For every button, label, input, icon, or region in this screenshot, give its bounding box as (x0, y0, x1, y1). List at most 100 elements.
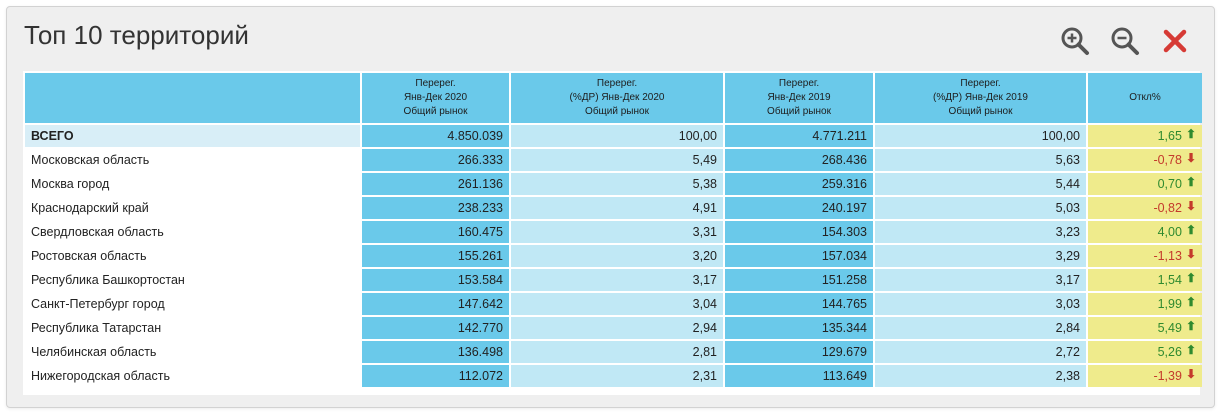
value-2019: 135.344 (725, 317, 873, 339)
table-area: Перерег. Янв-Дек 2020 Общий рынок Перерег.… (23, 71, 1202, 395)
value-2019: 268.436 (725, 149, 873, 171)
close-icon (1163, 29, 1187, 53)
value-2020: 261.136 (362, 173, 509, 195)
arrow-down-icon: ⬇ (1185, 199, 1196, 213)
share-2020: 100,00 (511, 125, 723, 147)
table-row[interactable]: Краснодарский край 238.233 4,91 240.197 5,03… (25, 197, 1202, 219)
value-2020: 136.498 (362, 341, 509, 363)
close-button[interactable] (1159, 25, 1191, 57)
share-2019: 3,03 (875, 293, 1086, 315)
territory-name: Республика Татарстан (25, 317, 360, 339)
table-row[interactable]: Свердловская область 160.475 3,31 154.303 3,… (25, 221, 1202, 243)
deviation: 5,26 ⬆ (1088, 341, 1202, 363)
table-row[interactable]: Москва город 261.136 5,38 259.316 5,44 0,70 ⬆ (25, 173, 1202, 195)
arrow-down-icon: ⬇ (1185, 247, 1196, 261)
arrow-up-icon: ⬆ (1185, 175, 1196, 189)
table-row[interactable]: Республика Башкортостан 153.584 3,17 151.25… (25, 269, 1202, 291)
value-2019: 240.197 (725, 197, 873, 219)
territory-name: Нижегородская область (25, 365, 360, 387)
arrow-up-icon: ⬆ (1185, 343, 1196, 357)
zoom-out-icon (1111, 27, 1139, 55)
territory-name: ВСЕГО (25, 125, 360, 147)
zoom-in-button[interactable] (1059, 25, 1091, 57)
share-2020: 5,49 (511, 149, 723, 171)
value-2019: 129.679 (725, 341, 873, 363)
value-2020: 153.584 (362, 269, 509, 291)
share-2019: 3,17 (875, 269, 1086, 291)
value-2020: 266.333 (362, 149, 509, 171)
arrow-up-icon: ⬆ (1185, 271, 1196, 285)
share-2020: 3,31 (511, 221, 723, 243)
deviation: -1,39 ⬇ (1088, 365, 1202, 387)
share-2020: 5,38 (511, 173, 723, 195)
arrow-up-icon: ⬆ (1185, 319, 1196, 333)
arrow-up-icon: ⬆ (1185, 295, 1196, 309)
share-2019: 2,84 (875, 317, 1086, 339)
value-2020: 112.072 (362, 365, 509, 387)
territory-name: Московская область (25, 149, 360, 171)
value-2020: 238.233 (362, 197, 509, 219)
territory-name: Республика Башкортостан (25, 269, 360, 291)
value-2019: 144.765 (725, 293, 873, 315)
deviation: 1,54 ⬆ (1088, 269, 1202, 291)
territories-table: Перерег. Янв-Дек 2020 Общий рынок Перерег.… (23, 71, 1204, 389)
share-2019: 2,72 (875, 341, 1086, 363)
top-territories-panel: Топ 10 территорий (6, 6, 1215, 408)
value-2019: 154.303 (725, 221, 873, 243)
value-2020: 147.642 (362, 293, 509, 315)
share-2020: 2,31 (511, 365, 723, 387)
deviation: 4,00 ⬆ (1088, 221, 1202, 243)
share-2019: 3,29 (875, 245, 1086, 267)
deviation: -0,82 ⬇ (1088, 197, 1202, 219)
table-body: ВСЕГО 4.850.039 100,00 4.771.211 100,00 1,65 ⬆… (25, 125, 1202, 387)
panel-title: Топ 10 территорий (24, 20, 249, 50)
table-row[interactable]: Ростовская область 155.261 3,20 157.034 3,29… (25, 245, 1202, 267)
deviation: -0,78 ⬇ (1088, 149, 1202, 171)
table-row[interactable]: Республика Татарстан 142.770 2,94 135.344 2,… (25, 317, 1202, 339)
table-row[interactable]: Московская область 266.333 5,49 268.436 5,63… (25, 149, 1202, 171)
arrow-down-icon: ⬇ (1185, 151, 1196, 165)
table-row[interactable]: Челябинская область 136.498 2,81 129.679 2,7… (25, 341, 1202, 363)
total-row[interactable]: ВСЕГО 4.850.039 100,00 4.771.211 100,00 1,65 ⬆ (25, 125, 1202, 147)
value-2020: 142.770 (362, 317, 509, 339)
territory-name: Санкт-Петербург город (25, 293, 360, 315)
value-2019: 259.316 (725, 173, 873, 195)
deviation: 5,49 ⬆ (1088, 317, 1202, 339)
header-territory (25, 73, 360, 123)
share-2019: 100,00 (875, 125, 1086, 147)
header-deviation[interactable]: Откл% (1088, 73, 1202, 123)
territory-name: Свердловская область (25, 221, 360, 243)
header-v2019[interactable]: Перерег. Янв-Дек 2019 Общий рынок (725, 73, 873, 123)
arrow-up-icon: ⬆ (1185, 223, 1196, 237)
arrow-up-icon: ⬆ (1185, 127, 1196, 141)
territory-name: Ростовская область (25, 245, 360, 267)
value-2019: 157.034 (725, 245, 873, 267)
share-2020: 4,91 (511, 197, 723, 219)
deviation: -1,13 ⬇ (1088, 245, 1202, 267)
share-2020: 3,04 (511, 293, 723, 315)
share-2019: 5,63 (875, 149, 1086, 171)
share-2020: 2,94 (511, 317, 723, 339)
arrow-down-icon: ⬇ (1185, 367, 1196, 381)
territory-name: Москва город (25, 173, 360, 195)
value-2020: 4.850.039 (362, 125, 509, 147)
table-row[interactable]: Нижегородская область 112.072 2,31 113.649 2… (25, 365, 1202, 387)
table-header-row: Перерег. Янв-Дек 2020 Общий рынок Перерег.… (25, 73, 1202, 123)
territory-name: Краснодарский край (25, 197, 360, 219)
panel-header: Топ 10 территорий (7, 7, 1214, 71)
share-2019: 3,23 (875, 221, 1086, 243)
table-row[interactable]: Санкт-Петербург город 147.642 3,04 144.765 3… (25, 293, 1202, 315)
value-2019: 151.258 (725, 269, 873, 291)
zoom-out-button[interactable] (1109, 25, 1141, 57)
share-2020: 3,17 (511, 269, 723, 291)
header-v2020[interactable]: Перерег. Янв-Дек 2020 Общий рынок (362, 73, 509, 123)
value-2020: 160.475 (362, 221, 509, 243)
header-p2019[interactable]: Перерег. (%ДР) Янв-Дек 2019 Общий рынок (875, 73, 1086, 123)
zoom-in-icon (1061, 27, 1089, 55)
share-2019: 5,03 (875, 197, 1086, 219)
value-2020: 155.261 (362, 245, 509, 267)
header-p2020[interactable]: Перерег. (%ДР) Янв-Дек 2020 Общий рынок (511, 73, 723, 123)
value-2019: 113.649 (725, 365, 873, 387)
deviation: 1,65 ⬆ (1088, 125, 1202, 147)
deviation: 0,70 ⬆ (1088, 173, 1202, 195)
